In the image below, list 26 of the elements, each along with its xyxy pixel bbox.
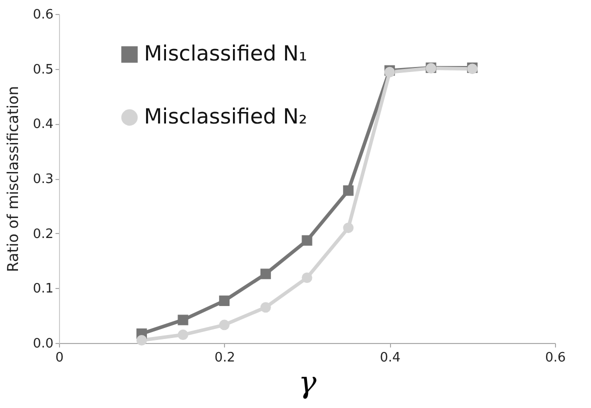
y-tick-label: 0.5: [32, 62, 54, 78]
y-tick-label: 0.6: [32, 8, 54, 22]
y-tick-label: 0.1: [32, 282, 54, 297]
x-tick-label: 0: [55, 350, 64, 366]
y-tick-label: 0.2: [32, 226, 54, 242]
legend-label: Misclassified N₂: [144, 104, 308, 128]
x-axis-title: γ: [298, 366, 317, 400]
point: [260, 302, 271, 313]
point: [260, 268, 271, 280]
y-tick-label: 0.3: [32, 172, 54, 187]
x-tick-label: 0.2: [214, 350, 236, 366]
point: [219, 296, 230, 306]
point: [219, 320, 230, 330]
x-tick-label: 0.6: [545, 350, 566, 366]
point: [302, 272, 312, 283]
y-tick-label: 0.0: [32, 336, 54, 352]
point: [343, 185, 354, 196]
point: [178, 330, 188, 340]
y-tick-label: 0.4: [32, 117, 54, 132]
y-axis-title: Ratio of misclassification: [4, 86, 22, 272]
point: [302, 235, 312, 246]
point: [343, 222, 354, 234]
legend-label: Misclassified N₁: [144, 42, 308, 66]
point: [136, 335, 147, 346]
x-tick-label: 0.4: [380, 350, 401, 366]
point: [178, 314, 188, 326]
